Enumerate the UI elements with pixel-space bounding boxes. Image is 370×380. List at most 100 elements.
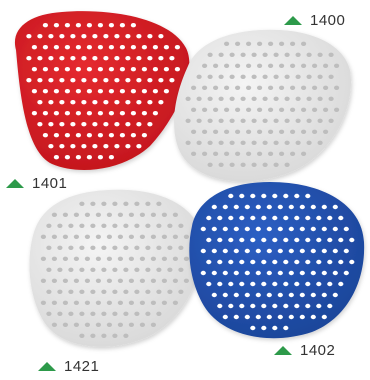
- perforation-hole: [112, 289, 118, 294]
- perforation-hole: [338, 281, 344, 287]
- perforation-hole: [229, 118, 235, 124]
- perforation-hole: [317, 140, 323, 145]
- perforation-hole: [90, 267, 96, 272]
- perforation-hole: [141, 111, 147, 116]
- perforation-hole: [261, 303, 267, 309]
- perforation-hole: [250, 215, 256, 221]
- perforation-hole: [103, 78, 109, 83]
- perforation-hole: [86, 133, 92, 138]
- perforation-hole: [75, 67, 81, 72]
- perforation-hole: [211, 270, 217, 276]
- perforation-hole: [218, 96, 224, 102]
- perforation-hole: [295, 74, 301, 80]
- perforation-hole: [217, 281, 223, 287]
- perforation-hole: [156, 289, 162, 294]
- perforation-hole: [97, 67, 103, 72]
- perforation-hole: [240, 118, 246, 124]
- perforation-hole: [145, 289, 151, 294]
- perforation-hole: [207, 140, 213, 145]
- perforation-hole: [277, 314, 283, 320]
- perforation-hole: [152, 45, 158, 50]
- perforation-hole: [273, 52, 279, 57]
- triangle-icon: [6, 179, 24, 188]
- perforation-hole: [86, 111, 92, 116]
- perforation-hole: [266, 314, 272, 320]
- perforation-hole: [62, 212, 68, 217]
- perforation-hole: [235, 129, 241, 134]
- perforation-hole: [277, 270, 283, 276]
- perforation-hole: [283, 215, 289, 221]
- perforation-hole: [79, 289, 85, 294]
- perforation-hole: [272, 303, 278, 309]
- perforation-hole: [317, 118, 323, 124]
- perforation-hole: [145, 245, 151, 250]
- perforation-hole: [316, 259, 322, 265]
- perforation-hole: [312, 129, 318, 134]
- perforation-hole: [301, 151, 307, 156]
- perforation-hole: [119, 67, 125, 72]
- perforation-hole: [141, 67, 147, 72]
- perforation-hole: [301, 107, 307, 113]
- perforation-hole: [334, 63, 340, 68]
- perforation-hole: [222, 204, 228, 210]
- perforation-hole: [261, 281, 267, 287]
- perforation-hole: [158, 78, 164, 83]
- perforation-hole: [156, 267, 162, 272]
- perforation-hole: [84, 322, 90, 327]
- perforation-hole: [84, 234, 90, 239]
- perforation-hole: [250, 281, 256, 287]
- perforation-hole: [328, 118, 334, 124]
- perforation-hole: [139, 300, 145, 305]
- perforation-hole: [79, 311, 85, 316]
- perforation-hole: [321, 204, 327, 210]
- perforation-hole: [70, 78, 76, 83]
- perforation-hole: [73, 278, 79, 283]
- perforation-hole: [147, 34, 153, 39]
- perforation-hole: [213, 129, 219, 134]
- perforation-hole: [152, 89, 158, 94]
- perforation-hole: [136, 34, 142, 39]
- perforation-hole: [156, 201, 162, 206]
- perforation-hole: [172, 256, 178, 261]
- triangle-icon: [274, 346, 292, 355]
- perforation-hole: [228, 193, 234, 199]
- perforation-hole: [224, 63, 230, 68]
- perforation-hole: [31, 67, 37, 72]
- perforation-hole: [349, 259, 355, 265]
- perforation-hole: [97, 89, 103, 94]
- perforation-hole: [261, 193, 267, 199]
- perforation-hole: [268, 151, 274, 156]
- perforation-hole: [200, 226, 206, 232]
- perforation-hole: [73, 212, 79, 217]
- perforation-hole: [53, 45, 60, 50]
- perforation-hole: [306, 74, 312, 80]
- perforation-hole: [147, 122, 153, 127]
- perforation-hole: [239, 193, 245, 199]
- triangle-icon: [38, 362, 56, 371]
- perforation-hole: [103, 144, 109, 149]
- perforation-hole: [235, 151, 241, 156]
- perforation-hole: [262, 96, 268, 102]
- perforation-hole: [206, 281, 212, 287]
- perforation-hole: [123, 333, 129, 338]
- perforation-hole: [316, 281, 322, 287]
- perforation-hole: [112, 267, 118, 272]
- perforation-hole: [312, 107, 318, 113]
- perforation-hole: [290, 151, 296, 156]
- perforation-hole: [167, 289, 173, 294]
- perforation-hole: [301, 129, 307, 134]
- perforation-hole: [48, 122, 54, 127]
- perforation-hole: [70, 144, 76, 149]
- perforation-hole: [62, 300, 68, 305]
- perforation-hole: [139, 212, 145, 217]
- perforation-hole: [172, 234, 178, 239]
- perforation-hole: [75, 89, 81, 94]
- perforation-hole: [251, 140, 257, 145]
- perforation-hole: [222, 270, 228, 276]
- perforation-hole: [202, 151, 208, 156]
- perforation-hole: [48, 78, 54, 83]
- perforation-hole: [239, 259, 245, 265]
- perforation-hole: [95, 256, 101, 261]
- perforation-hole: [222, 248, 228, 254]
- perforation-hole: [233, 204, 239, 210]
